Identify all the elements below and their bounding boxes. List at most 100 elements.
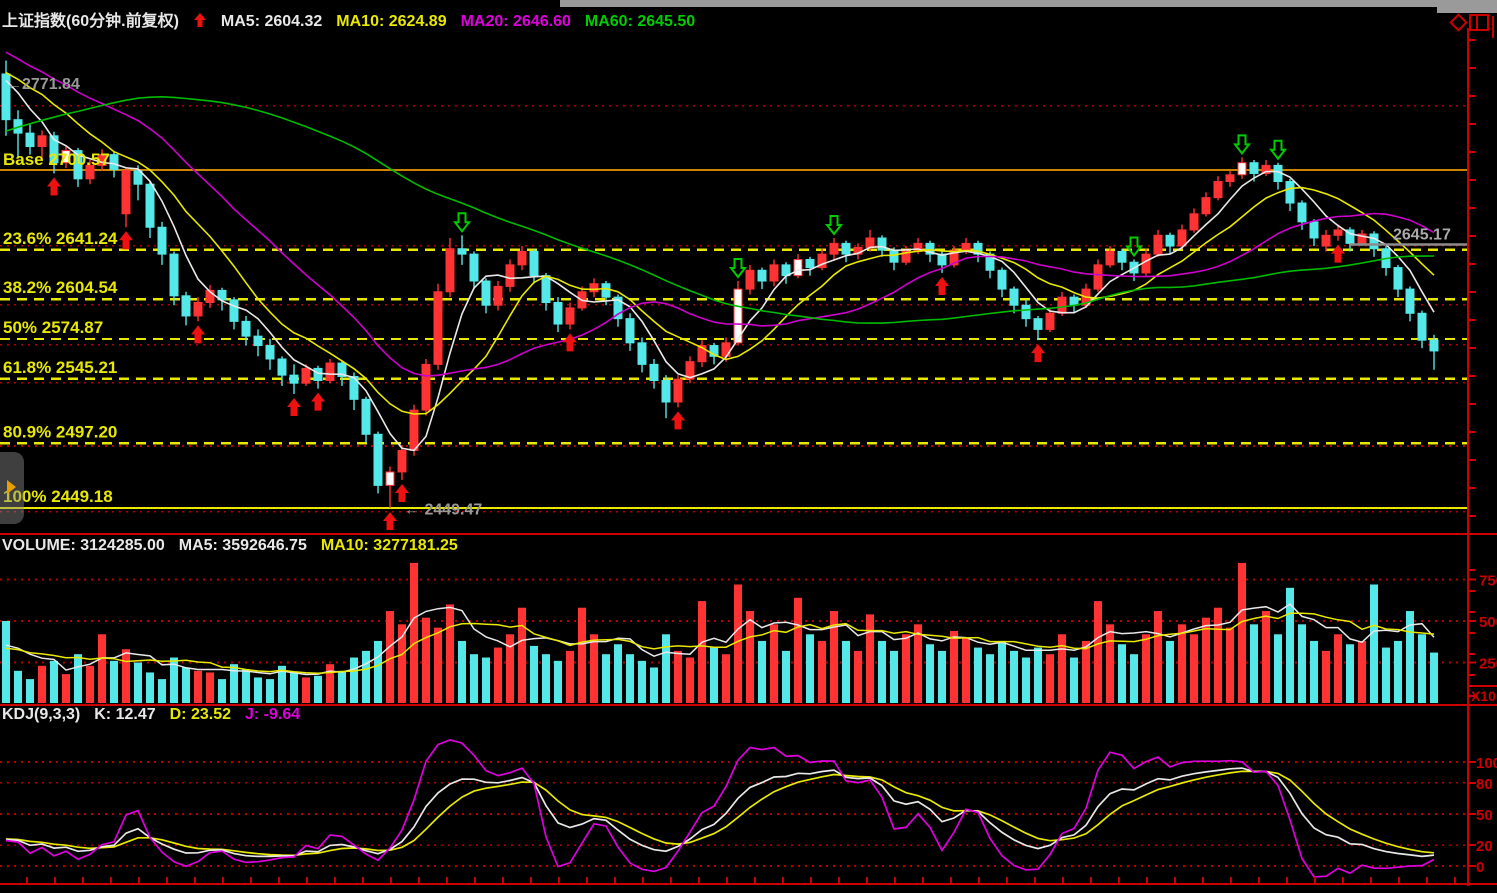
fib-level-label: 23.6% 2641.24 (3, 229, 118, 248)
candle-body (697, 345, 707, 363)
swing-high-label: ←2771.84 (6, 76, 80, 93)
candle-body (793, 259, 803, 277)
kdj-axis-label: 50 (1476, 807, 1493, 824)
candle-body (745, 269, 755, 290)
volume-bar (1202, 617, 1210, 703)
volume-bar (1094, 601, 1102, 703)
fib-level-label: 50% 2574.87 (3, 318, 103, 337)
volume-bar (986, 654, 994, 703)
volume-bar (506, 634, 514, 703)
candle-body (469, 253, 479, 282)
volume-bar (494, 647, 502, 703)
candle-body (661, 380, 671, 403)
volume-bar (530, 645, 538, 703)
volume-bar (482, 657, 490, 703)
candle-body (349, 375, 359, 400)
candle-body (889, 249, 899, 263)
candle-body (541, 275, 551, 304)
volume-bar (566, 650, 574, 703)
candle-body (1069, 296, 1079, 306)
candle-body (1021, 304, 1031, 320)
volume-bar (374, 640, 382, 703)
volume-bar (818, 640, 826, 703)
candle-body (1009, 288, 1019, 306)
volume-bar (758, 640, 766, 703)
volume-bar (1406, 611, 1414, 703)
volume-bar (278, 665, 286, 703)
split-window-divider (1476, 16, 1478, 29)
volume-bar (218, 679, 226, 703)
volume-axis-label: 250 (1479, 656, 1497, 673)
ma60-value: MA60: 2645.50 (584, 13, 696, 30)
kdj-axis-label: 80 (1476, 776, 1493, 793)
candle-body (805, 259, 815, 269)
volume-bar (638, 660, 646, 703)
volume-bar (242, 669, 250, 703)
candle-body (625, 318, 635, 344)
sell-signal-arrow (728, 258, 748, 279)
volume-bar (1058, 634, 1066, 703)
candle-body (565, 307, 575, 325)
ma5-value: MA5: 2604.32 (220, 13, 323, 30)
buy-signal-arrow (395, 484, 409, 503)
candle-body (841, 242, 851, 255)
candle-body (385, 471, 395, 486)
ma10-value: MA10: 2624.89 (336, 13, 447, 30)
split-window-icon[interactable] (1469, 14, 1489, 31)
buy-signal-arrow (1031, 344, 1045, 363)
volume-bar (914, 624, 922, 703)
volume-bar (350, 657, 358, 703)
volume-bar (410, 562, 418, 703)
buy-signal-arrow (119, 231, 133, 250)
candle-body (637, 342, 647, 365)
volume-axis-label: 500 (1479, 614, 1497, 631)
volume-bar (1274, 634, 1282, 703)
volume-bar (386, 611, 394, 703)
candle-body (157, 226, 167, 255)
volume-bar (74, 654, 82, 703)
volume-bar (1394, 640, 1402, 703)
volume-bar (902, 634, 910, 703)
volume-bar (254, 677, 262, 703)
volume-bar (38, 665, 46, 703)
volume-bar (434, 627, 442, 703)
candle-body (877, 237, 887, 251)
candle-body (193, 302, 203, 317)
volume-unit-label: X10 (1471, 688, 1496, 704)
volume-bar (686, 657, 694, 703)
candle-body (1369, 233, 1379, 250)
candle-body (1237, 162, 1247, 176)
volume-bar (458, 640, 466, 703)
swing-low-label: ← 2449.47 (404, 502, 482, 519)
candle-body (1045, 312, 1055, 330)
buy-signal-arrow (563, 333, 577, 352)
volume-bar (554, 660, 562, 703)
candle-body (205, 289, 215, 304)
volume-bar (602, 654, 610, 703)
candle-body (361, 398, 371, 435)
volume-bar (722, 654, 730, 703)
candle-body (433, 291, 443, 365)
candle-body (1285, 181, 1295, 204)
volume-bar (134, 662, 142, 703)
candle-body (1261, 164, 1271, 174)
volume-bar (830, 611, 838, 703)
panel-expand-tab[interactable] (0, 452, 24, 524)
volume-bar (662, 634, 670, 703)
volume-panel (0, 562, 1468, 703)
ma10-line (5, 71, 1435, 415)
volume-ma10-value: MA10: 3277181.25 (320, 537, 458, 554)
candle-body (997, 269, 1007, 290)
volume-bar (1358, 640, 1366, 703)
candle-body (1033, 318, 1043, 330)
candle-body (301, 367, 311, 384)
volume-bar (14, 670, 22, 703)
volume-ma10-line (5, 612, 1435, 675)
volume-bar (842, 640, 850, 703)
candle-body (1153, 234, 1163, 255)
ma20-value: MA20: 2646.60 (460, 13, 571, 30)
sell-signal-arrow (1232, 134, 1252, 155)
volume-bar (782, 650, 790, 703)
volume-bar (50, 660, 58, 703)
